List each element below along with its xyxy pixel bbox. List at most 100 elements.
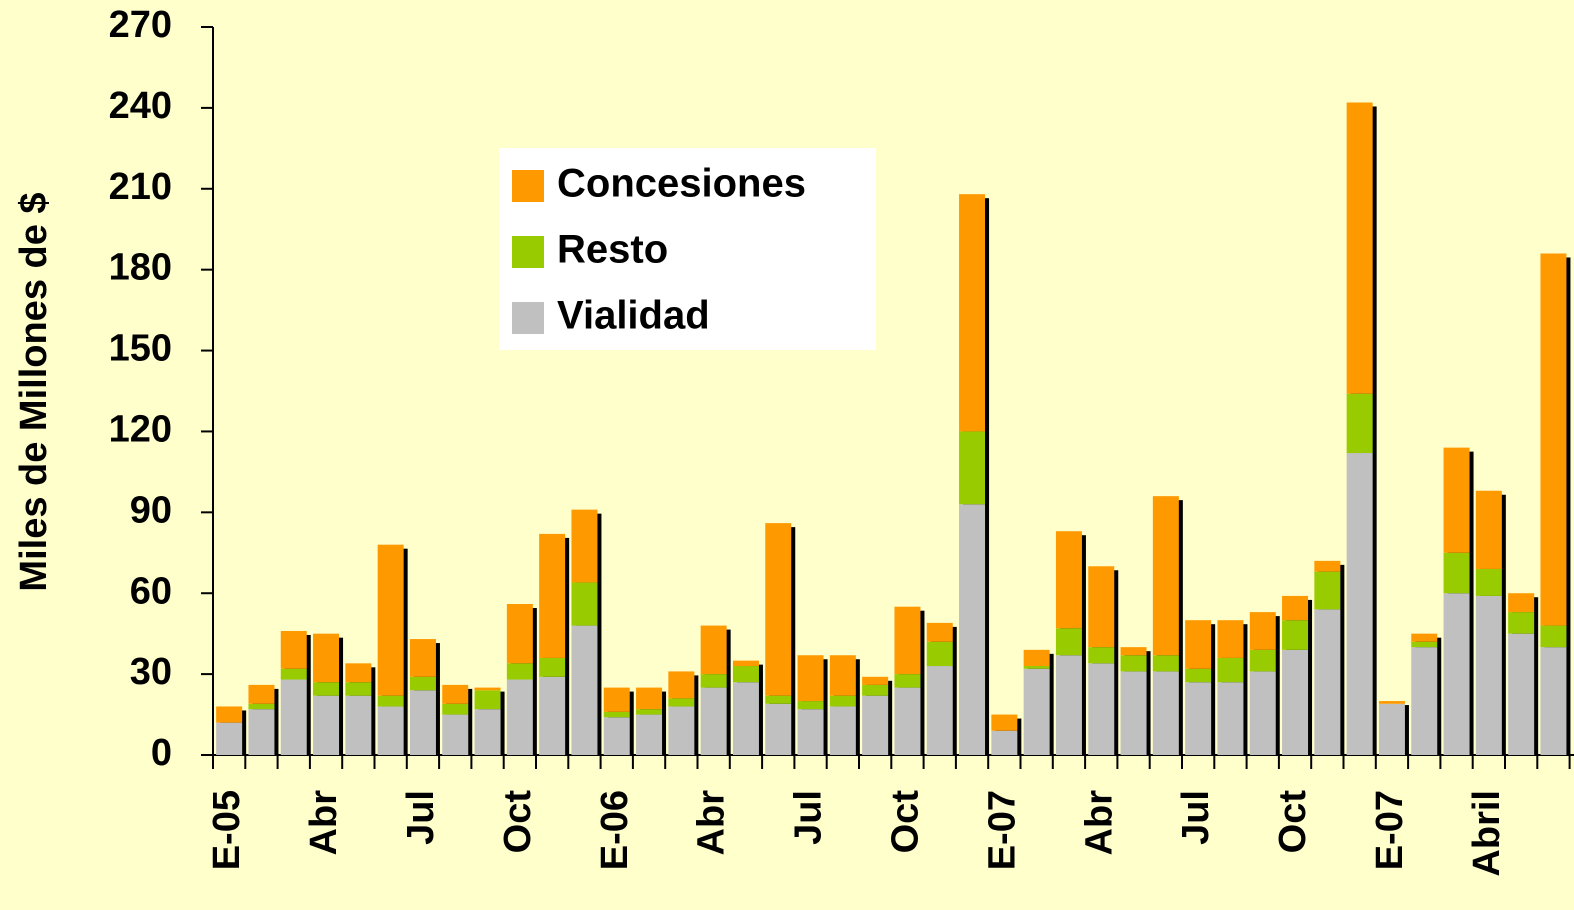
bar-segment bbox=[1314, 571, 1341, 610]
bar-segment bbox=[474, 690, 501, 710]
bar-segment bbox=[571, 625, 598, 755]
legend-label: Concesiones bbox=[557, 162, 806, 206]
bar-segment bbox=[862, 684, 889, 696]
bar-segment bbox=[1411, 641, 1438, 648]
bar-segment bbox=[1475, 595, 1502, 755]
bar-segment bbox=[797, 701, 824, 710]
bar-segment bbox=[1540, 253, 1567, 626]
y-tick-label: 90 bbox=[130, 489, 172, 531]
bar-segment bbox=[571, 509, 598, 583]
bar-segment bbox=[1282, 595, 1309, 621]
bar-segment bbox=[216, 722, 243, 755]
bar-segment bbox=[636, 687, 663, 710]
bar-segment bbox=[1314, 560, 1341, 572]
bar-segment bbox=[539, 533, 566, 658]
bar-segment bbox=[1378, 701, 1405, 704]
bar-segment bbox=[991, 730, 1018, 755]
bar-segment bbox=[1152, 655, 1179, 672]
bar-segment bbox=[926, 666, 953, 755]
bar-segment bbox=[1088, 663, 1115, 755]
bar-segment bbox=[862, 695, 889, 755]
bar-segment bbox=[732, 660, 759, 667]
bar-segment bbox=[1120, 671, 1147, 755]
bar-segment bbox=[1088, 566, 1115, 648]
bar-segment bbox=[959, 504, 986, 755]
bar-segment bbox=[668, 706, 695, 755]
bar-segment bbox=[1185, 668, 1212, 683]
x-tick-label: Oct bbox=[1272, 790, 1314, 854]
bar-segment bbox=[732, 666, 759, 683]
bar-segment bbox=[603, 687, 630, 712]
bar-segment bbox=[1249, 649, 1276, 672]
y-tick-label: 150 bbox=[109, 328, 172, 370]
bar-segment bbox=[959, 431, 986, 505]
bar-segment bbox=[216, 706, 243, 723]
x-tick-label: Jul bbox=[1175, 790, 1217, 845]
bar-segment bbox=[894, 606, 921, 675]
bar-segment bbox=[409, 639, 436, 677]
y-tick-label: 210 bbox=[109, 166, 172, 208]
x-tick-label: E-07 bbox=[981, 790, 1023, 870]
x-tick-label: E-07 bbox=[1369, 790, 1411, 870]
x-tick-label: Jul bbox=[400, 790, 442, 845]
bar-segment bbox=[765, 523, 792, 696]
bar-segment bbox=[409, 690, 436, 755]
y-tick-label: 270 bbox=[109, 4, 172, 46]
bar-segment bbox=[1314, 609, 1341, 755]
x-tick-label: Abril bbox=[1466, 790, 1508, 877]
bar-segment bbox=[1443, 552, 1470, 594]
x-tick-label: E-05 bbox=[206, 790, 248, 870]
bar-segment bbox=[506, 663, 533, 680]
bar-segment bbox=[442, 714, 469, 755]
x-tick-label: Abr bbox=[1078, 790, 1120, 856]
bar-segment bbox=[377, 695, 404, 707]
bar-segment bbox=[474, 687, 501, 691]
legend-swatch bbox=[512, 236, 544, 268]
bar-segment bbox=[474, 709, 501, 755]
bar-segment bbox=[959, 194, 986, 432]
bar-segment bbox=[1055, 655, 1082, 755]
bar-segment bbox=[636, 714, 663, 755]
bar-segment bbox=[636, 709, 663, 715]
bar-segment bbox=[765, 695, 792, 704]
x-tick-label: Oct bbox=[497, 790, 539, 854]
bar-segment bbox=[1443, 447, 1470, 553]
bar-segment bbox=[894, 674, 921, 688]
x-tick-label: Oct bbox=[884, 790, 926, 854]
bar-segment bbox=[539, 657, 566, 677]
bar-segment bbox=[1443, 593, 1470, 755]
bar-segment bbox=[1508, 633, 1535, 755]
bar-segment bbox=[345, 663, 372, 683]
legend-label: Vialidad bbox=[557, 294, 710, 338]
bar-segment bbox=[1346, 393, 1373, 454]
bar-segment bbox=[345, 682, 372, 696]
bar-segment bbox=[1055, 628, 1082, 656]
bar-segment bbox=[1217, 657, 1244, 683]
bar-segment bbox=[1120, 655, 1147, 672]
bar-segment bbox=[377, 544, 404, 696]
bar-segment bbox=[1346, 453, 1373, 755]
bar-segment bbox=[313, 682, 340, 696]
y-tick-label: 120 bbox=[109, 408, 172, 450]
y-tick-label: 30 bbox=[130, 651, 172, 693]
bar-segment bbox=[1411, 633, 1438, 642]
bar-segment bbox=[280, 630, 307, 669]
bar-segment bbox=[506, 679, 533, 755]
bar-segment bbox=[1152, 496, 1179, 656]
bar-segment bbox=[926, 641, 953, 667]
x-tick-label: Abr bbox=[303, 790, 345, 856]
bar-segment bbox=[700, 674, 727, 688]
bar-segment bbox=[1508, 612, 1535, 634]
bar-segment bbox=[829, 695, 856, 707]
bar-segment bbox=[603, 717, 630, 755]
bar-segment bbox=[1475, 490, 1502, 569]
bar-segment bbox=[442, 684, 469, 704]
y-tick-label: 60 bbox=[130, 570, 172, 612]
bar-segment bbox=[1282, 620, 1309, 650]
bar-segment bbox=[862, 676, 889, 685]
bar-segment bbox=[377, 706, 404, 755]
bar-segment bbox=[668, 698, 695, 707]
bar-segment bbox=[991, 714, 1018, 731]
bar-segment bbox=[313, 633, 340, 683]
